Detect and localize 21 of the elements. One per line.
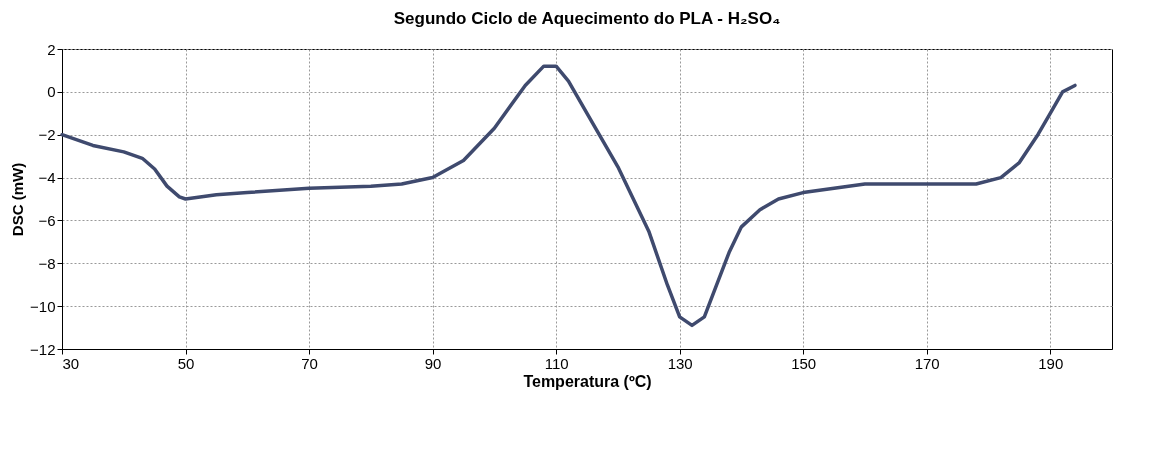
x-tick-label: 90	[424, 354, 442, 372]
x-tick-label: 170	[914, 354, 940, 372]
y-tick-label: −2	[38, 126, 56, 144]
x-axis-title: Temperatura (ºC)	[523, 372, 652, 390]
chart-title: Segundo Ciclo de Aquecimento do PLA - H₂SO₄	[393, 9, 781, 28]
x-tick-label: 110	[544, 354, 569, 372]
y-tick-label: −12	[30, 340, 56, 358]
x-tick-label: 150	[791, 354, 817, 372]
x-tick-label: 50	[177, 354, 195, 372]
y-tick-label: 0	[47, 83, 56, 101]
x-tick-label: 30	[62, 354, 80, 372]
y-tick-label: −6	[38, 211, 56, 229]
y-tick-label: −4	[38, 169, 56, 187]
y-tick-label: 2	[47, 40, 56, 58]
x-tick-label: 190	[1038, 354, 1064, 372]
x-tick-label: 70	[301, 354, 318, 372]
line-series	[60, 64, 1077, 328]
y-tick-label: −8	[38, 254, 56, 272]
y-axis-title: DSC (mW)	[9, 162, 27, 237]
y-tick-label: −10	[30, 297, 56, 315]
x-tick-label: 130	[667, 354, 693, 372]
